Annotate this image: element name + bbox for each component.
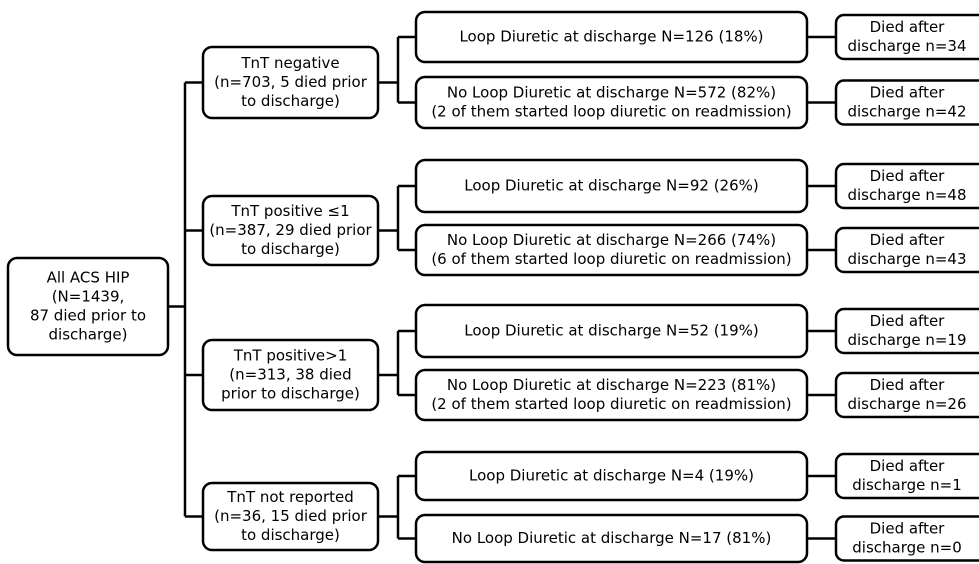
outcome-node-text: Died after [870,376,946,394]
branch-node-text: Loop Diuretic at discharge N=52 (19%) [464,322,759,340]
root-node [6,256,170,357]
outcome-node-text: discharge n=34 [847,37,966,55]
group-node-text: TnT negative [240,54,339,72]
outcome-node [834,371,979,419]
outcome-node-text: Died after [870,457,946,475]
outcome-node-text: Died after [870,167,946,185]
group-node-text: (n=387, 29 died prior [209,221,372,239]
outcome-node [834,515,979,562]
branch-node [414,450,809,502]
group-node-text: to discharge) [241,240,340,258]
outcome-node-text: discharge n=19 [847,331,966,349]
group-node [201,481,380,552]
outcome-node-text: Died after [870,18,946,36]
branch-node [414,513,809,564]
root-node-text: (N=1439, [52,288,125,306]
outcome-node-text: Died after [870,231,946,249]
group-node [201,194,380,267]
branch-node [414,368,809,422]
outcome-node-text: discharge n=48 [847,186,966,204]
branch-node [414,303,809,359]
group-node-text: prior to discharge) [221,385,360,403]
branch-node-text: No Loop Diuretic at discharge N=17 (81%) [452,529,772,547]
outcome-node [834,13,979,61]
group-node-text: (n=703, 5 died prior [214,73,368,91]
root-node-text: discharge) [49,326,128,344]
group-node-text: (n=313, 38 died [229,366,351,384]
outcome-node-text: discharge n=1 [852,476,962,494]
root-node-text: 87 died prior to [30,307,146,325]
root-node-text: All ACS HIP [47,269,130,287]
outcome-node [834,307,979,355]
group-node-text: (n=36, 15 died prior [214,507,368,525]
outcome-node-text: Died after [870,312,946,330]
outcome-node-text: discharge n=26 [847,395,966,413]
outcome-node-text: discharge n=0 [852,539,962,557]
branch-node-text: (2 of them started loop diuretic on read… [431,103,791,121]
group-node [201,45,380,120]
outcome-node [834,226,979,274]
branch-node-text: Loop Diuretic at discharge N=126 (18%) [459,28,763,46]
branch-node-text: Loop Diuretic at discharge N=4 (19%) [469,467,754,485]
outcome-node-text: discharge n=43 [847,250,966,268]
branch-node [414,158,809,214]
outcome-node-text: Died after [870,520,946,538]
group-node-text: TnT not reported [226,488,354,506]
branch-node-text: No Loop Diuretic at discharge N=266 (74%… [447,231,776,249]
outcome-node-text: discharge n=42 [847,103,966,121]
outcome-node [834,452,979,500]
branch-node-text: No Loop Diuretic at discharge N=572 (82%… [447,84,776,102]
branch-node [414,10,809,64]
branch-node [414,223,809,277]
branch-node [414,75,809,130]
group-node-text: to discharge) [241,92,340,110]
group-node-text: TnT positive ≤1 [230,202,349,220]
outcome-node [834,162,979,210]
group-node-text: TnT positive>1 [233,347,348,365]
group-node-text: to discharge) [241,526,340,544]
branch-node-text: (6 of them started loop diuretic on read… [431,250,791,268]
branch-node-text: No Loop Diuretic at discharge N=223 (81%… [447,376,776,394]
branch-node-text: (2 of them started loop diuretic on read… [431,395,791,413]
outcome-node-text: Died after [870,84,946,102]
outcome-node [834,79,979,126]
group-node [201,338,380,412]
branch-node-text: Loop Diuretic at discharge N=92 (26%) [464,177,759,195]
